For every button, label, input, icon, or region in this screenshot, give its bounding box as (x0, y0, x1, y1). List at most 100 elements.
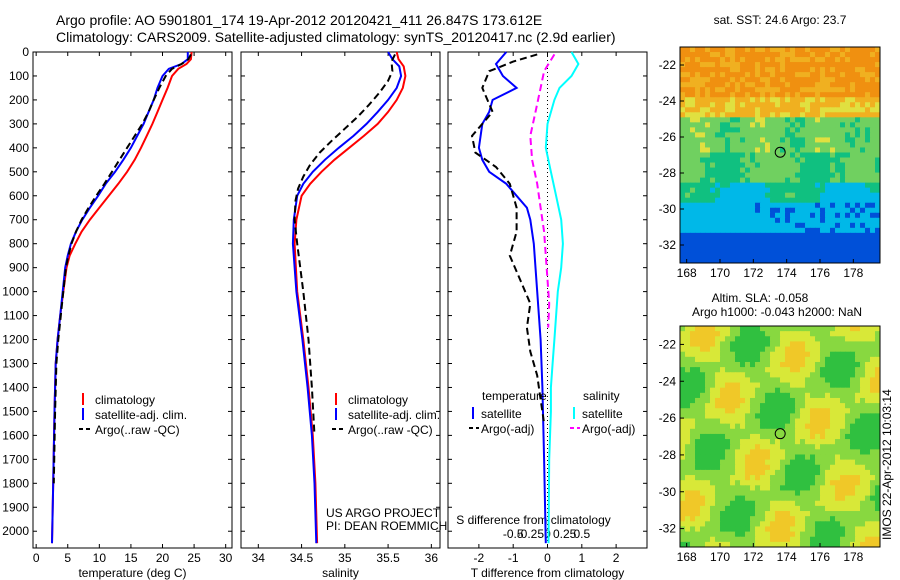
sst-cell (720, 62, 726, 68)
sst-cell (705, 62, 711, 68)
sst-cell (715, 47, 721, 53)
sst-cell (740, 182, 746, 189)
sst-cell (875, 112, 880, 118)
sst-cell (805, 167, 811, 174)
sst-cell (680, 192, 686, 199)
sst-cell (770, 112, 776, 118)
sla-cell (870, 536, 876, 543)
map-y-tick-label: -22 (659, 58, 677, 72)
sla-cell (790, 464, 796, 471)
sst-cell (860, 162, 866, 169)
sla-cell (770, 433, 776, 440)
sst-cell (765, 242, 771, 249)
sst-cell (765, 137, 771, 144)
sla-cell (720, 326, 726, 332)
sla-cell (765, 536, 771, 543)
series-line-satellite-adj-clim- (291, 51, 403, 544)
sst-cell (795, 207, 801, 214)
sst-cell (790, 162, 796, 169)
sla-cell (810, 382, 816, 389)
sla-cell (835, 469, 841, 476)
sst-cell (770, 247, 776, 254)
sla-cell (695, 505, 701, 512)
legend-label: satellite (582, 407, 623, 421)
sst-cell (790, 52, 796, 58)
x-axis-label: temperature (deg C) (78, 566, 186, 580)
sst-cell (710, 212, 716, 219)
sst-cell (860, 132, 866, 139)
sst-cell (860, 97, 866, 103)
sla-cell (775, 356, 781, 363)
sla-cell (740, 500, 746, 507)
sst-cell (725, 57, 731, 63)
sla-cell (755, 490, 761, 497)
sla-cell (695, 372, 701, 378)
sst-cell (720, 227, 726, 234)
sst-cell (800, 67, 806, 73)
sst-cell (830, 182, 836, 189)
sla-cell (875, 397, 880, 404)
legend-label: Argo(..raw -QC) (348, 423, 433, 437)
sla-cell (790, 331, 796, 337)
sla-cell (715, 387, 721, 394)
map-y-tick-label: -32 (659, 238, 677, 252)
sst-cell (845, 182, 851, 189)
sla-cell (850, 336, 856, 343)
sst-cell (865, 152, 871, 159)
sla-cell (795, 397, 801, 404)
sla-cell (815, 382, 821, 389)
sla-cell (690, 469, 696, 476)
sst-cell (790, 102, 796, 108)
sst-cell (870, 152, 876, 159)
sla-cell (780, 433, 786, 440)
sst-cell (830, 117, 836, 123)
sst-cell (790, 87, 796, 93)
sla-cell (700, 454, 706, 461)
sla-cell (820, 361, 826, 368)
sla-cell (800, 526, 806, 533)
sst-cell (750, 137, 756, 144)
sst-cell (830, 207, 836, 214)
sst-cell (740, 122, 746, 128)
sla-cell (785, 541, 791, 547)
sst-cell (820, 217, 826, 224)
sla-cell (710, 377, 716, 384)
sst-cell (700, 102, 706, 108)
sst-cell (710, 67, 716, 73)
sla-cell (795, 367, 801, 373)
sla-cell (800, 367, 806, 373)
sla-cell (805, 511, 811, 517)
sst-cell (760, 202, 766, 209)
sla-cell (735, 469, 741, 476)
sla-cell (750, 480, 756, 486)
sla-cell (720, 413, 726, 420)
sla-cell (820, 387, 826, 394)
sla-cell (785, 454, 791, 461)
sla-cell (730, 505, 736, 512)
sla-cell (820, 521, 826, 528)
sla-cell (725, 403, 731, 409)
sst-cell (705, 172, 711, 179)
sla-cell (855, 480, 861, 486)
sst-cell (845, 192, 851, 199)
sla-cell (725, 444, 731, 450)
sla-cell (820, 336, 826, 343)
sla-cell (850, 326, 856, 332)
sst-cell (805, 217, 811, 224)
sla-cell (745, 464, 751, 471)
sla-cell (720, 367, 726, 373)
sst-cell (720, 127, 726, 133)
sla-cell (685, 511, 691, 517)
sst-cell (775, 142, 781, 149)
sla-cell (685, 331, 691, 337)
sst-cell (875, 137, 880, 144)
sst-cell (785, 87, 791, 93)
sla-cell (865, 387, 871, 394)
sla-cell (770, 480, 776, 486)
sst-cell (710, 232, 716, 239)
sla-cell (800, 505, 806, 512)
sla-cell (750, 541, 756, 547)
sst-cell (785, 187, 791, 194)
sst-cell (745, 152, 751, 159)
sla-cell (700, 367, 706, 373)
